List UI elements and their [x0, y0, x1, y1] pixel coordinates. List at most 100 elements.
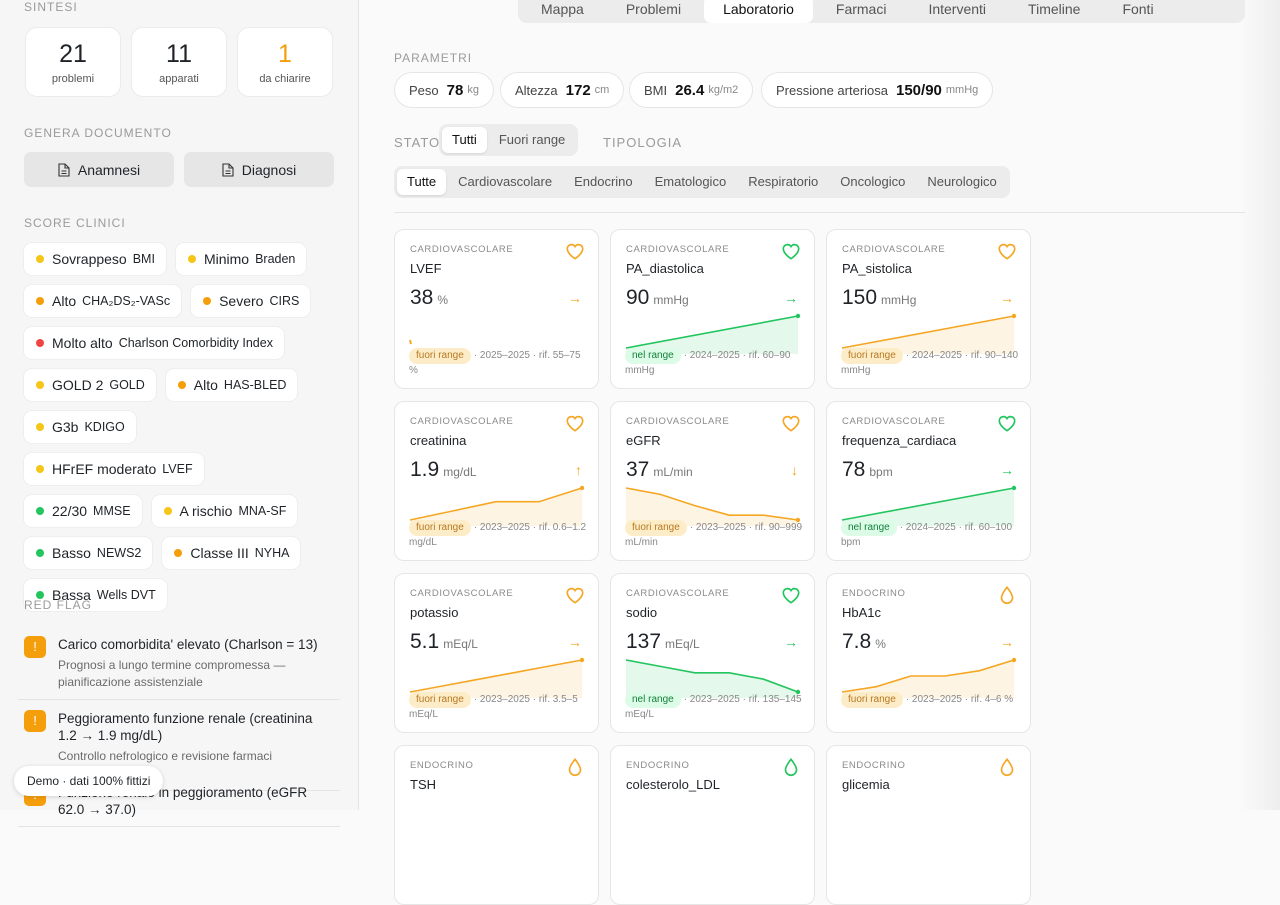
value-unit: mmHg — [881, 293, 917, 307]
card-category: CARDIOVASCOLARE — [410, 416, 514, 427]
lab-card[interactable]: ENDOCRINO glicemia — [826, 745, 1031, 905]
trend-arrow: → — [1000, 290, 1014, 306]
value-number: 38 — [410, 286, 434, 309]
category-option[interactable]: Neurologico — [927, 174, 997, 189]
lab-card[interactable]: CARDIOVASCOLARE LVEF 38% → fuori range · 2025… — [394, 229, 599, 389]
score-dot — [163, 507, 172, 515]
lab-card[interactable]: ENDOCRINO TSH — [394, 745, 599, 905]
card-category: ENDOCRINO — [410, 760, 474, 771]
reference-range: · 2024–2025 · rif. 60–100 bpm — [841, 522, 1013, 548]
card-name: frequenza_cardiaca — [842, 433, 957, 448]
card-category: CARDIOVASCOLARE — [410, 244, 514, 255]
value-number: 78 — [842, 458, 866, 481]
sparkline-point — [1011, 657, 1017, 663]
doc-button-label: Anamnesi — [77, 161, 141, 178]
score-chip: Alto CHA₂DS₂-VASc — [24, 285, 182, 317]
card-icon-shape — [782, 587, 800, 604]
tab[interactable]: Laboratorio — [704, 0, 813, 23]
doc-button[interactable]: Diagnosi — [184, 152, 334, 187]
card-status: fuori range · 2024–2025 · rif. 90–140 mmH… — [841, 348, 1021, 378]
card-status: nel range · 2023–2025 · rif. 135–145 mEq/… — [625, 692, 805, 722]
score-name: LVEF — [162, 462, 193, 476]
lab-card[interactable]: CARDIOVASCOLARE frequenza_cardiaca 78 bpm → n… — [826, 401, 1031, 561]
score-chip: A rischio MNA-SF — [151, 495, 298, 527]
status-pill: nel range — [841, 520, 897, 536]
param-pill: Peso 78 kg — [394, 72, 494, 108]
score-chip: HFrEF moderato LVEF — [24, 453, 204, 485]
category-filter: Tutte Cardiovascolare Endocrino Ematologico… — [394, 166, 1010, 198]
category-option[interactable]: Endocrino — [574, 174, 633, 189]
edge-shade — [1240, 0, 1280, 810]
tab[interactable]: Farmaci — [835, 1, 887, 17]
sparkline-line — [625, 659, 799, 693]
card-category: ENDOCRINO — [626, 760, 690, 771]
score-level: GOLD 2 — [52, 377, 104, 393]
status-pill: fuori range — [409, 692, 471, 708]
card-icon-shape — [782, 243, 800, 260]
category-option[interactable]: Tutte — [397, 169, 447, 195]
score-level: Alto — [52, 293, 77, 309]
lab-card[interactable]: ENDOCRINO colesterolo_LDL — [610, 745, 815, 905]
card-icon — [782, 415, 800, 432]
lab-card[interactable]: ENDOCRINO HbA1c 7.8% → fuori range · 2023–202… — [826, 573, 1031, 733]
category-option[interactable]: Respiratorio — [748, 174, 819, 189]
card-status: fuori range · 2025–2025 · rif. 55–75 % — [409, 348, 589, 378]
param-pill: Pressione arteriosa 150/90 mmHg — [761, 72, 994, 108]
tab[interactable]: Timeline — [1028, 1, 1081, 17]
card-value: 38% — [410, 286, 448, 310]
status-pill: fuori range — [409, 520, 471, 536]
stat-value: 11 — [166, 40, 192, 68]
card-name: TSH — [410, 777, 436, 792]
score-name: MNA-SF — [238, 504, 287, 518]
tab[interactable]: Fonti — [1122, 1, 1154, 17]
trend-arrow: → — [568, 634, 582, 650]
state-option[interactable]: Fuori range — [498, 132, 566, 147]
card-name: creatinina — [410, 433, 467, 448]
status-pill: fuori range — [841, 348, 903, 364]
lab-card[interactable]: CARDIOVASCOLARE potassio 5.1 mEq/L → fuori ra… — [394, 573, 599, 733]
stat-box: 1 da chiarire — [237, 27, 333, 97]
lab-card[interactable]: CARDIOVASCOLARE eGFR 37 mL/min ↓ fuori range ·… — [610, 401, 815, 561]
tab[interactable]: Mappa — [541, 1, 584, 17]
card-icon-shape — [566, 587, 584, 604]
card-icon — [566, 587, 584, 604]
demo-badge: Demo · dati 100% fittizi — [14, 766, 164, 796]
value-number: 137 — [626, 630, 662, 653]
score-chip: Sovrappeso BMI — [24, 243, 166, 275]
score-chip: Classe III NYHA — [162, 537, 301, 569]
lab-card[interactable]: CARDIOVASCOLARE PA_diastolica 90 mmHg → nel r… — [610, 229, 815, 389]
score-chip: Basso NEWS2 — [24, 537, 153, 569]
doc-button[interactable]: Anamnesi — [24, 152, 174, 187]
category-option[interactable]: Cardiovascolare — [458, 174, 553, 189]
score-dot — [36, 297, 44, 305]
score-level: Bassa — [52, 587, 91, 603]
param-label: Altezza — [515, 82, 558, 98]
score-dot — [36, 423, 44, 431]
sparkline-point — [1011, 313, 1017, 319]
category-option[interactable]: Ematologico — [654, 174, 727, 189]
lab-card[interactable]: CARDIOVASCOLARE PA_sistolica 150 mmHg → fuori… — [826, 229, 1031, 389]
score-chip: Bassa Wells DVT — [24, 579, 167, 611]
lab-card[interactable]: CARDIOVASCOLARE sodio 137 mEq/L → nel range · … — [610, 573, 815, 733]
card-icon — [998, 415, 1016, 432]
card-name: LVEF — [410, 261, 442, 276]
value-number: 150 — [842, 286, 878, 309]
tab[interactable]: Interventi — [928, 1, 987, 17]
card-value: 90 mmHg — [626, 286, 689, 310]
section-title: PARAMETRI — [394, 51, 473, 65]
param-value: 26.4 — [675, 81, 705, 99]
sparkline-line — [841, 487, 1015, 521]
card-status: fuori range · 2023–2025 · rif. 3.5–5 mEq/… — [409, 692, 589, 722]
card-icon — [568, 758, 582, 776]
state-option[interactable]: Tutti — [442, 127, 487, 153]
filter-label: STATO — [394, 135, 441, 150]
category-option[interactable]: Oncologico — [840, 174, 906, 189]
value-unit: mEq/L — [443, 637, 478, 651]
lab-card[interactable]: CARDIOVASCOLARE creatinina 1.9 mg/dL ↑ fuori … — [394, 401, 599, 561]
card-status: fuori range · 2023–2025 · rif. 4–6 % — [841, 692, 1021, 708]
doc-button-label: Diagnosi — [241, 161, 297, 178]
tab[interactable]: Problemi — [625, 1, 682, 17]
card-icon — [1000, 586, 1014, 604]
trend-arrow: ↓ — [791, 462, 798, 478]
card-value: 7.8% — [842, 630, 886, 654]
